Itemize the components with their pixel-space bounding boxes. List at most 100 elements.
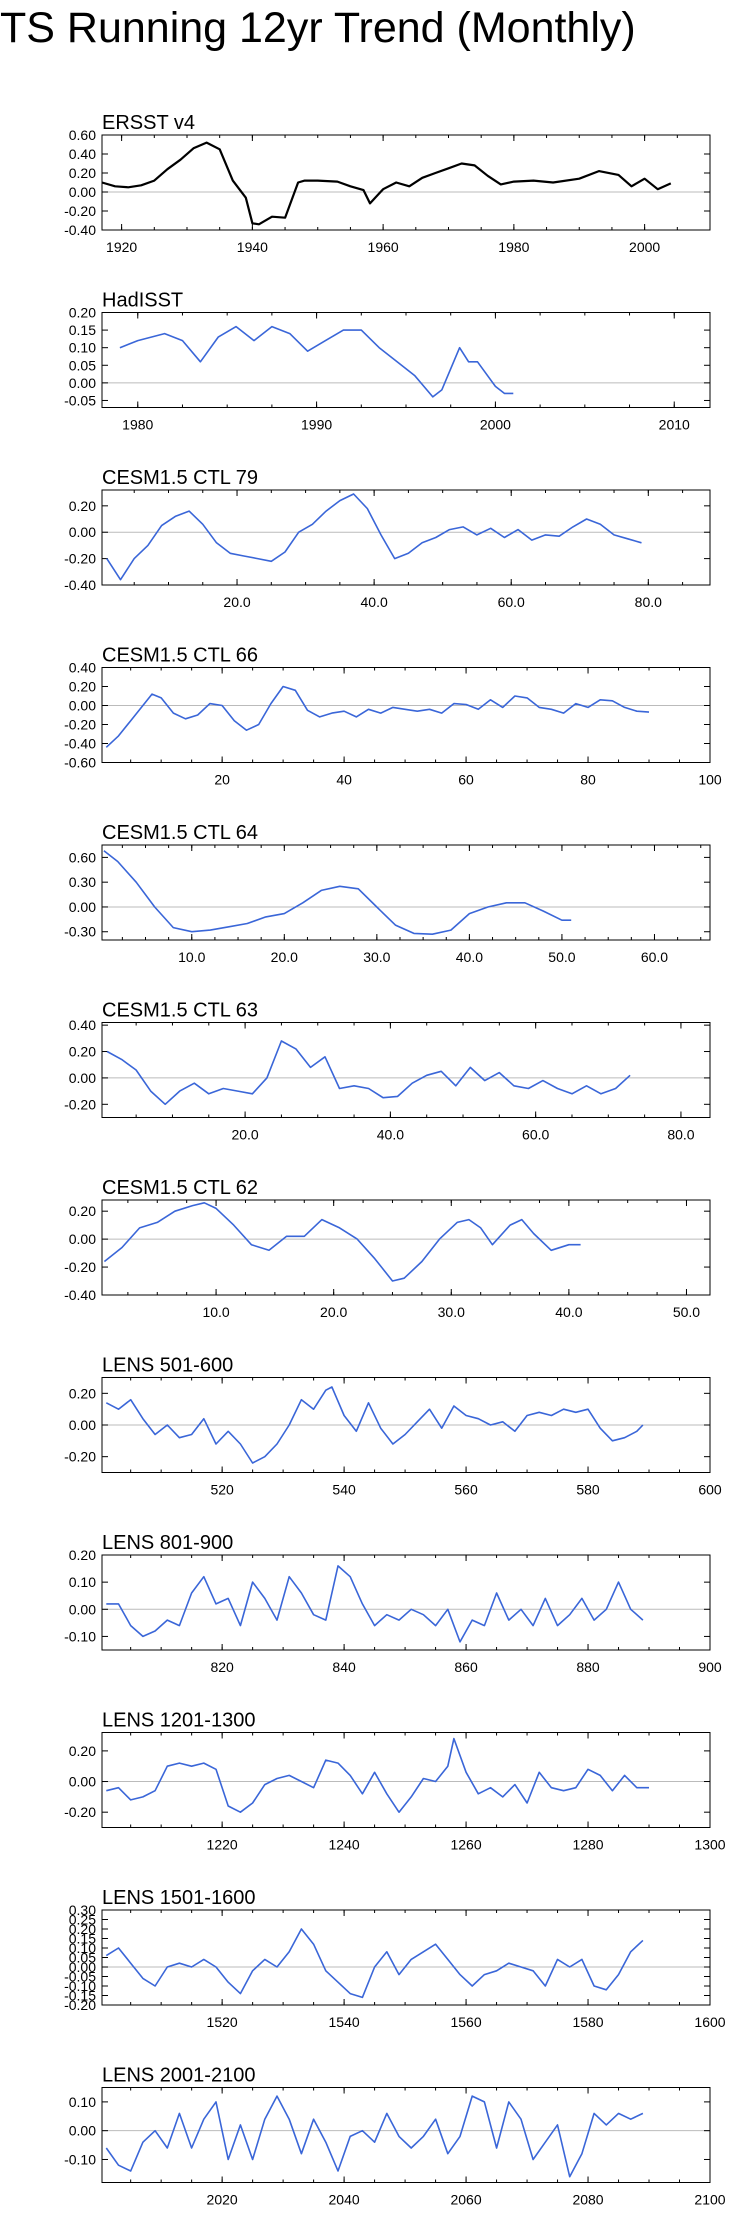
chart-panel: LENS 501-600 520 540 560 580 600 -0.20 0.00 0.20: [64, 1355, 722, 1498]
x-tick-label: 2020: [207, 2192, 238, 2208]
y-tick-label: 0.20: [69, 165, 96, 181]
x-tick-label: 900: [698, 1659, 722, 1675]
x-tick-label: 1600: [694, 2014, 725, 2030]
y-tick-label: -0.20: [64, 203, 96, 219]
y-tick-label: -0.20: [64, 1449, 96, 1465]
plot-frame: [101, 1909, 711, 2006]
y-tick-label: 0.20: [69, 679, 96, 695]
x-tick-label: 1280: [572, 1837, 603, 1853]
x-tick-label: 560: [454, 1482, 478, 1498]
x-tick-label: 60.0: [522, 1127, 549, 1143]
x-tick-label: 1560: [450, 2014, 481, 2030]
x-tick-label: 20: [214, 772, 230, 788]
series-line: [105, 1928, 644, 1999]
y-tick-label: -0.15: [64, 1988, 96, 2004]
y-tick-label: -0.10: [64, 1628, 96, 1644]
y-tick-label: 0.25: [69, 1912, 96, 1928]
y-tick-label: 0.60: [69, 127, 96, 143]
x-tick-label: 1580: [572, 2014, 603, 2030]
y-tick-label: 0.30: [69, 874, 96, 890]
y-tick-label: -0.20: [64, 1096, 96, 1112]
x-tick-label: 540: [332, 1482, 356, 1498]
x-tick-label: 1520: [207, 2014, 238, 2030]
x-tick-label: 20.0: [223, 594, 250, 610]
y-tick-label: 0.00: [69, 1601, 96, 1617]
panel-title: CESM1.5 CTL 63: [102, 1000, 258, 1022]
y-tick-label: -0.10: [64, 2151, 96, 2167]
panel-title: LENS 801-900: [102, 1532, 233, 1554]
x-tick-label: 60: [458, 772, 474, 788]
x-tick-label: 10.0: [178, 949, 205, 965]
page-title: TS Running 12yr Trend (Monthly): [0, 4, 636, 52]
y-tick-label: -0.10: [64, 1978, 96, 1994]
series-line: [106, 493, 642, 581]
plot-frame: [101, 844, 711, 941]
y-tick-label: 0.20: [69, 1921, 96, 1937]
x-tick-label: 840: [332, 1659, 356, 1675]
series-line: [105, 685, 650, 748]
x-tick-label: 1980: [122, 417, 153, 433]
x-tick-label: 1990: [301, 417, 332, 433]
x-tick-label: 600: [698, 1482, 722, 1498]
x-tick-label: 50.0: [673, 1304, 700, 1320]
y-tick-label: 0.00: [69, 2123, 96, 2139]
y-tick-label: 0.10: [69, 340, 96, 356]
y-tick-label: 0.00: [69, 184, 96, 200]
y-tick-label: 0.05: [69, 357, 96, 373]
y-tick-label: 0.00: [69, 524, 96, 540]
y-tick-label: 0.20: [69, 1203, 96, 1219]
y-tick-label: -0.05: [64, 392, 96, 408]
x-tick-label: 30.0: [363, 949, 390, 965]
y-tick-label: 0.10: [69, 1574, 96, 1590]
series-line: [103, 1202, 581, 1282]
y-tick-label: 0.20: [69, 1044, 96, 1060]
x-tick-label: 1220: [207, 1837, 238, 1853]
plot-frame: [101, 667, 711, 763]
series-line: [103, 850, 572, 935]
panel-title: HadISST: [102, 290, 183, 312]
chart-panel: CESM1.5 CTL 63 20.0 40.0 60.0 80.0 -0.20 0.00 0…: [64, 1000, 711, 1143]
y-tick-label: -0.20: [64, 1804, 96, 1820]
series-line: [106, 1565, 644, 1643]
y-tick-label: 0.40: [69, 1017, 96, 1033]
plot-frame: [101, 312, 711, 408]
y-tick-label: 0.15: [69, 1931, 96, 1947]
panel-title: CESM1.5 CTL 66: [102, 645, 258, 667]
series-line: [105, 2095, 644, 2178]
x-tick-label: 100: [698, 772, 722, 788]
panel-title: LENS 2001-2100: [102, 2065, 255, 2087]
x-tick-label: 1300: [694, 1837, 725, 1853]
y-tick-label: 0.20: [69, 305, 96, 321]
x-tick-label: 60.0: [498, 594, 525, 610]
y-tick-label: -0.40: [64, 1287, 96, 1303]
x-tick-label: 2060: [450, 2192, 481, 2208]
x-tick-label: 20.0: [231, 1127, 258, 1143]
x-tick-label: 1980: [498, 239, 529, 255]
y-tick-label: -0.60: [64, 755, 96, 771]
panel-title: CESM1.5 CTL 64: [102, 822, 258, 844]
y-tick-label: 0.30: [69, 1902, 96, 1918]
plot-frame: [101, 489, 711, 586]
x-tick-label: 860: [454, 1659, 478, 1675]
series-line: [106, 1040, 631, 1106]
x-tick-label: 2100: [694, 2192, 725, 2208]
x-tick-label: 10.0: [202, 1304, 229, 1320]
panel-title: LENS 1201-1300: [102, 1710, 255, 1732]
chart-panel: LENS 801-900 820 840 860 880 900 -0.10 0.00 0.10…: [64, 1532, 722, 1675]
plot-frame: [101, 134, 711, 231]
y-tick-label: 0.20: [69, 1547, 96, 1563]
x-tick-label: 20.0: [320, 1304, 347, 1320]
chart-panel: HadISST 1980 1990 2000 2010 -0.050.00 0.050.10…: [64, 290, 711, 433]
panel-title: LENS 1501-1600: [102, 1887, 255, 1909]
x-tick-label: 40.0: [361, 594, 388, 610]
x-tick-label: 2040: [329, 2192, 360, 2208]
plot-frame: [101, 1022, 711, 1118]
plot-frame: [101, 1199, 711, 1296]
y-tick-label: -0.20: [64, 1259, 96, 1275]
y-tick-label: 0.15: [69, 322, 96, 338]
chart-panel: CESM1.5 CTL 64 10.0 20.0 30.0 40.0 50.0 60.0 -0…: [64, 822, 711, 965]
panel-title: LENS 501-600: [102, 1355, 233, 1377]
y-tick-label: 0.40: [69, 146, 96, 162]
x-tick-label: 30.0: [438, 1304, 465, 1320]
